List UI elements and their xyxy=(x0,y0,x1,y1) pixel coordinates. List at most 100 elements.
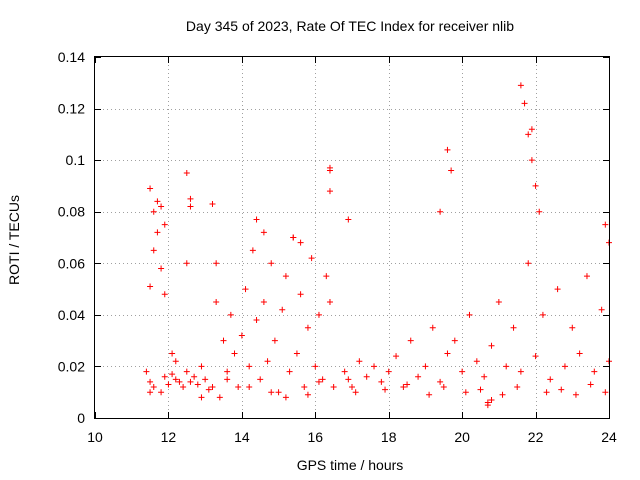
data-point xyxy=(598,306,605,313)
data-points xyxy=(143,82,612,409)
data-point xyxy=(209,384,216,391)
data-point xyxy=(257,376,264,383)
x-tick-label: 18 xyxy=(381,429,397,445)
data-point xyxy=(198,363,205,370)
data-point xyxy=(154,229,161,236)
y-tick-label: 0.14 xyxy=(58,49,85,65)
data-point xyxy=(249,247,256,254)
data-point xyxy=(488,342,495,349)
data-point xyxy=(473,358,480,365)
data-point xyxy=(275,389,282,396)
data-point xyxy=(183,368,190,375)
data-point xyxy=(176,378,183,385)
data-point xyxy=(462,389,469,396)
data-point xyxy=(198,394,205,401)
data-point xyxy=(481,373,488,380)
data-point xyxy=(385,368,392,375)
data-point xyxy=(382,386,389,393)
x-tick-label: 10 xyxy=(87,429,103,445)
data-point xyxy=(477,386,484,393)
data-point xyxy=(448,167,455,174)
data-point xyxy=(246,384,253,391)
data-point xyxy=(558,386,565,393)
data-point xyxy=(169,371,176,378)
data-point xyxy=(528,126,535,133)
data-point xyxy=(371,363,378,370)
data-point xyxy=(319,376,326,383)
data-point xyxy=(191,373,198,380)
data-point xyxy=(304,391,311,398)
data-point xyxy=(301,384,308,391)
data-point xyxy=(532,353,539,360)
y-axis-tick-labels: 0 0.02 0.04 0.06 0.08 0.1 0.12 0.14 xyxy=(58,49,85,426)
data-point xyxy=(426,391,433,398)
data-point xyxy=(154,198,161,205)
data-point xyxy=(238,332,245,339)
data-point xyxy=(213,298,220,305)
axis-ticks xyxy=(95,57,610,419)
data-point xyxy=(517,82,524,89)
data-point xyxy=(554,286,561,293)
data-point xyxy=(147,185,154,192)
data-point xyxy=(466,311,473,318)
data-point xyxy=(279,306,286,313)
data-point xyxy=(224,376,231,383)
data-point xyxy=(304,324,311,331)
data-point xyxy=(205,386,212,393)
data-point xyxy=(510,324,517,331)
data-point xyxy=(213,260,220,267)
data-point xyxy=(187,203,194,210)
x-axis-tick-labels: 10 12 14 16 18 20 22 24 xyxy=(87,429,617,445)
data-point xyxy=(260,298,267,305)
data-point xyxy=(499,391,506,398)
data-point xyxy=(227,311,234,318)
data-point xyxy=(290,234,297,241)
data-point xyxy=(242,286,249,293)
data-point xyxy=(349,384,355,391)
data-point xyxy=(161,291,168,298)
data-point xyxy=(543,389,550,396)
plot-frame xyxy=(94,56,610,419)
data-point xyxy=(326,298,333,305)
grid-lines xyxy=(95,57,609,418)
chart-title: Day 345 of 2023, Rate Of TEC Index for r… xyxy=(186,18,514,34)
y-tick-label: 0.06 xyxy=(58,255,85,271)
data-point xyxy=(503,363,510,370)
y-tick-label: 0.02 xyxy=(58,358,85,374)
data-point xyxy=(224,368,231,375)
data-point xyxy=(528,157,535,164)
data-point xyxy=(282,273,289,280)
x-tick-label: 22 xyxy=(528,429,544,445)
data-point xyxy=(271,337,278,344)
data-point xyxy=(147,283,154,290)
data-point xyxy=(415,373,422,380)
y-tick-label: 0.1 xyxy=(66,152,86,168)
data-point xyxy=(451,337,458,344)
data-point xyxy=(484,402,491,409)
data-point xyxy=(437,378,444,385)
y-axis-title: ROTI / TECUs xyxy=(6,195,22,285)
data-point xyxy=(158,203,165,210)
data-point xyxy=(253,216,260,223)
x-tick-label: 12 xyxy=(161,429,177,445)
data-point xyxy=(150,247,157,254)
data-point xyxy=(576,350,583,357)
data-point xyxy=(404,381,411,388)
data-point xyxy=(253,317,260,324)
data-point xyxy=(312,363,319,370)
x-tick-label: 20 xyxy=(454,429,470,445)
y-tick-label: 0 xyxy=(77,410,85,426)
data-point xyxy=(444,350,451,357)
data-point xyxy=(393,353,400,360)
data-point xyxy=(315,378,322,385)
data-point xyxy=(330,384,337,391)
data-point xyxy=(268,260,275,267)
data-point xyxy=(429,324,436,331)
data-point xyxy=(495,298,502,305)
data-point xyxy=(161,373,168,380)
data-point xyxy=(352,389,359,396)
data-point xyxy=(150,208,157,215)
data-point xyxy=(235,384,242,391)
data-point xyxy=(532,182,539,189)
data-point xyxy=(172,376,179,383)
